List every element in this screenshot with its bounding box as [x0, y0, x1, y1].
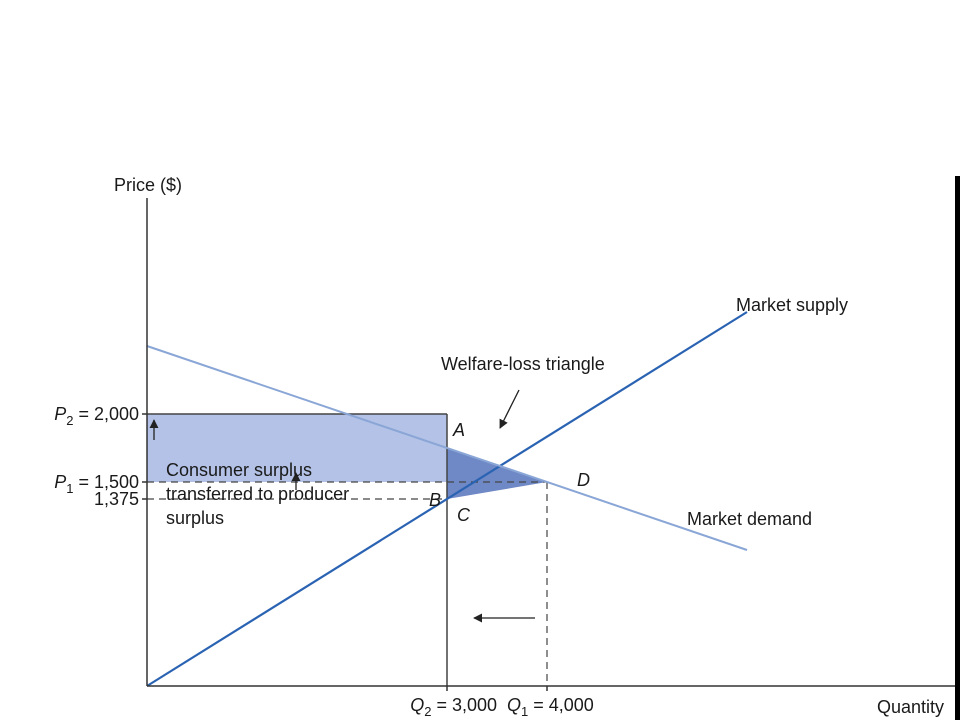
welfare-loss-label: Welfare-loss triangle: [441, 354, 605, 374]
point-label-c: C: [457, 505, 471, 525]
y-axis-label: Price ($): [114, 175, 182, 195]
y-tick-label-1: P1 = 1,500: [54, 472, 139, 496]
x-tick-label-1: Q1 = 4,000: [507, 695, 594, 719]
consumer-surplus-label-line-2: transferred to producer: [166, 484, 349, 504]
consumer-surplus-label-line-3: surplus: [166, 508, 224, 528]
point-label-b: B: [429, 490, 441, 510]
welfare-loss-arrow: [499, 389, 520, 429]
x-axis-label: Quantity: [877, 697, 944, 717]
welfare-loss-triangle: [447, 448, 547, 499]
x-tick-label-0: Q2 = 3,000: [410, 695, 497, 719]
y-tick-label-2: 1,375: [94, 489, 139, 509]
consumer-surplus-label-line-1: Consumer surplus: [166, 460, 312, 480]
demand-line: [146, 345, 748, 551]
point-label-d: D: [577, 470, 590, 490]
demand-label: Market demand: [687, 509, 812, 529]
y-tick-label-0: P2 = 2,000: [54, 404, 139, 428]
point-label-a: A: [452, 420, 465, 440]
supply-line: [146, 311, 748, 687]
consumer-surplus-transfer-area: [147, 414, 447, 482]
supply-label: Market supply: [736, 295, 848, 315]
frame-edge: [955, 176, 960, 720]
